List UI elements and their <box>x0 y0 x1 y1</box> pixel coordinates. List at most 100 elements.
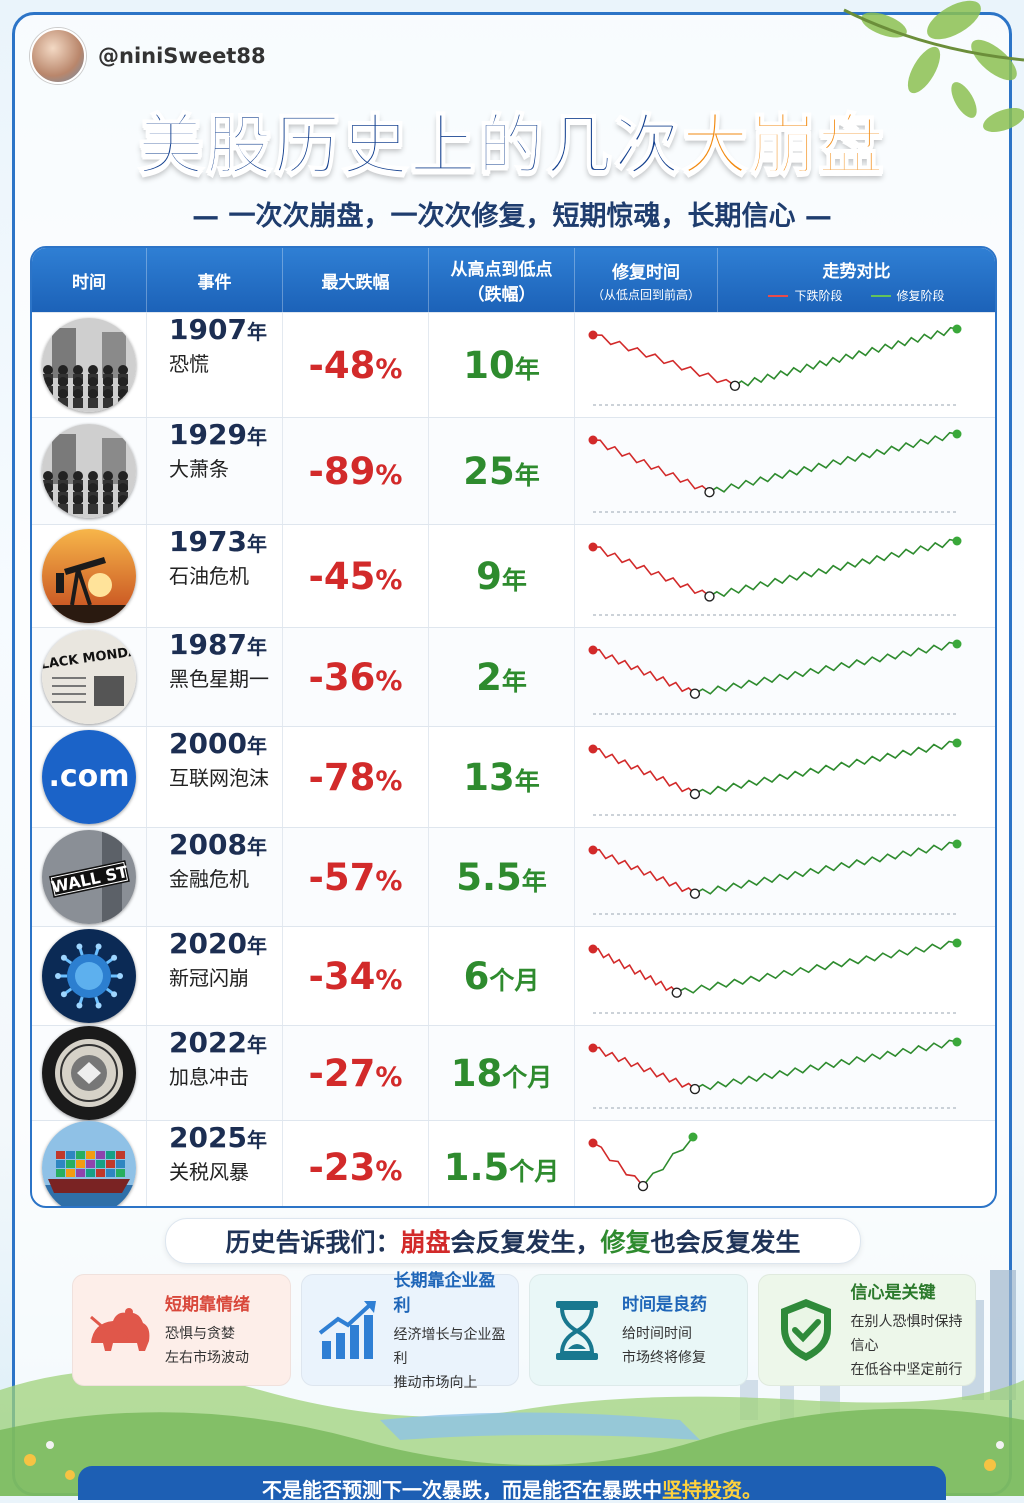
table-row: 1907年 恐慌 -48% 10年 <box>32 312 995 417</box>
row-event-cell: 2025年 关税风暴 <box>147 1121 283 1206</box>
trend-end-point <box>952 1037 962 1047</box>
header-trend: 走势对比 下跌阶段 修复阶段 <box>718 248 995 312</box>
crowd-icon <box>42 424 136 518</box>
trend-end-point <box>952 536 962 546</box>
card-earnings: 长期靠企业盈利 经济增长与企业盈利 推动市场向上 <box>300 1271 519 1391</box>
row-max-drop-cell: -89% <box>283 418 429 524</box>
row-thumbnail-cell <box>32 418 147 524</box>
trend-trough-point <box>689 1083 701 1095</box>
trend-start-point <box>588 944 598 954</box>
row-recovery-cell: 2年 <box>429 628 575 726</box>
trend-trough-point <box>704 486 715 498</box>
trend-end-point <box>952 639 962 649</box>
max-drop-value: -36% <box>308 655 403 699</box>
max-drop-value: -27% <box>308 1051 403 1095</box>
banner-repair: 修复 <box>600 1228 651 1257</box>
row-event-cell: 2000年 互联网泡沫 <box>147 727 283 827</box>
row-trend-cell <box>575 1121 995 1206</box>
trend-up-line <box>709 538 958 598</box>
trend-end-point <box>952 429 962 439</box>
title-highlight: 大崩盘 <box>681 106 886 185</box>
trend-start-point <box>588 845 598 855</box>
row-thumbnail-cell: WALL ST <box>32 828 147 926</box>
trend-down-line <box>592 848 696 895</box>
trend-end-point <box>952 839 962 849</box>
recovery-value: 6个月 <box>463 954 540 998</box>
page-subtitle: — 一次次崩盘，一次次修复，短期惊魂，长期信心 — <box>192 201 832 232</box>
virus-icon <box>42 929 136 1023</box>
max-drop-value: -89% <box>308 449 403 493</box>
card-emotion: 短期靠情绪 恐惧与贪婪 左右市场波动 <box>72 1274 291 1386</box>
row-thumbnail-cell <box>32 1120 147 1206</box>
row-thumbnail-cell <box>32 927 147 1025</box>
trend-down-line <box>592 439 711 493</box>
dotcom-icon: .com <box>42 730 136 824</box>
card-earnings-line2: 推动市场向上 <box>393 1374 478 1391</box>
row-max-drop-cell: -23% <box>283 1121 429 1206</box>
card-earnings-line1: 经济增长与企业盈利 <box>393 1326 506 1367</box>
table-row: 2020年 新冠闪崩 -34% 6个月 <box>32 926 995 1025</box>
row-thumbnail-cell: .com <box>32 727 147 827</box>
row-recovery-cell: 18个月 <box>429 1026 575 1120</box>
recovery-value: 1.5个月 <box>443 1146 560 1189</box>
banner-suffix: 也会反复发生 <box>650 1228 801 1257</box>
row-trend-cell <box>575 828 995 926</box>
card-confidence: 信心是关键 在别人恐惧时保持信心 在低谷中坚定前行 <box>757 1274 976 1386</box>
event-name: 大萧条 <box>169 457 229 481</box>
trend-trough-point <box>689 888 701 899</box>
legend-down-label: 下跌阶段 <box>794 288 843 303</box>
author-badge[interactable]: @niniSweet88 <box>30 28 266 84</box>
row-trend-cell <box>575 927 995 1025</box>
table-row: 2025年 关税风暴 -23% 1.5个月 <box>32 1120 995 1206</box>
event-year: 2022年 <box>169 1026 267 1059</box>
crash-table: 时间 事件 最大跌幅 从高点到低点 （跌幅） 修复时间 （从低点回到前高） 走势对比… <box>30 246 997 1208</box>
header-time-label: 时间 <box>72 272 106 293</box>
footer-banner: 不是能否预测下一次暴跌，而是能否在暴跌中 坚持投资。 <box>78 1466 946 1502</box>
trend-start-point <box>588 744 598 754</box>
row-event-cell: 1973年 石油危机 <box>147 525 283 627</box>
trend-up-line <box>642 1136 694 1187</box>
header-max-drop-label: 最大跌幅 <box>321 272 390 293</box>
event-name: 恐慌 <box>169 352 209 376</box>
recovery-value: 5.5年 <box>456 855 547 899</box>
max-drop-value: -45% <box>308 554 403 598</box>
card-time-line2: 市场终将修复 <box>622 1350 706 1366</box>
row-recovery-cell: 5.5年 <box>429 828 575 926</box>
max-drop-value: -78% <box>308 755 403 799</box>
footer-text: 不是能否预测下一次暴跌，而是能否在暴跌中 <box>262 1478 662 1502</box>
trend-trough-point <box>729 380 741 392</box>
recovery-value: 9年 <box>476 554 527 598</box>
trend-trough-point <box>637 1180 649 1192</box>
avatar[interactable] <box>30 28 86 84</box>
row-recovery-cell: 6个月 <box>429 927 575 1025</box>
header-recovery-label: 修复时间 <box>612 262 680 283</box>
footer-highlight: 坚持投资。 <box>662 1478 762 1502</box>
trend-start-point <box>588 645 598 655</box>
row-event-cell: 2020年新冠闪崩 <box>147 927 283 1025</box>
card-confidence-title: 信心是关键 <box>850 1283 936 1303</box>
banner-prefix: 历史告诉我们： <box>225 1228 401 1257</box>
row-max-drop-cell: -57% <box>283 828 429 926</box>
shield-check-icon <box>780 1299 831 1361</box>
trend-up-line <box>694 1039 958 1091</box>
table-header: 时间 事件 最大跌幅 从高点到低点 （跌幅） 修复时间 （从低点回到前高） 走势对比… <box>32 248 995 312</box>
row-recovery-cell: 9年 <box>429 525 575 627</box>
trend-start-point <box>588 330 598 340</box>
cargo-ship-icon <box>42 1120 136 1206</box>
trend-start-point <box>588 1043 598 1053</box>
trend-start-point <box>588 435 598 445</box>
row-event-cell: 1987年 黑色星期一 <box>147 628 283 726</box>
banner-crash: 崩盘 <box>400 1228 451 1257</box>
recovery-value: 2年 <box>476 655 527 699</box>
recovery-value: 25年 <box>463 449 540 493</box>
trend-down-line <box>592 1046 696 1090</box>
header-recovery: 修复时间 （从低点回到前高） <box>575 248 718 312</box>
recovery-value: 10年 <box>463 343 540 387</box>
fed-seal-icon <box>42 1026 136 1120</box>
event-year: 2020年 <box>169 927 267 960</box>
trend-start-point <box>588 542 598 552</box>
row-recovery-cell: 1.5个月 <box>429 1121 575 1206</box>
card-emotion-line1: 恐惧与贪婪 <box>165 1326 235 1342</box>
event-name: 新冠闪崩 <box>169 966 249 990</box>
trend-down-line <box>592 747 696 795</box>
